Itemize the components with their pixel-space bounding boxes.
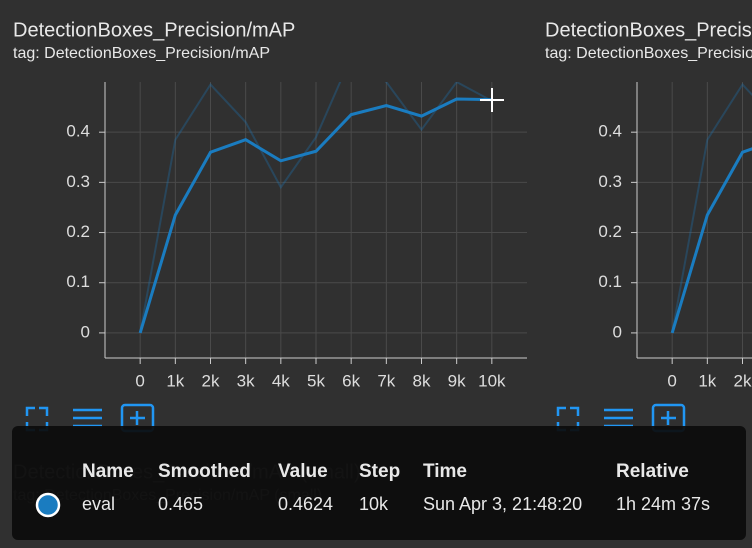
tooltip: Name Smoothed Value Step Time Relative eval 0.4…: [12, 426, 746, 540]
tooltip-header: Value: [278, 461, 328, 482]
tooltip-header: Name: [82, 461, 134, 482]
y-tick-label: 0.4: [66, 122, 90, 141]
x-tick-label: 1k: [698, 371, 716, 390]
y-tick-label: 0.3: [598, 172, 622, 191]
x-tick-label: 8k: [413, 371, 431, 390]
plot-area: [670, 82, 752, 334]
tooltip-cell: 1h 24m 37s: [616, 494, 710, 514]
series-swatch: [35, 492, 61, 518]
tooltip-header: Relative: [616, 461, 689, 482]
x-tick-label: 4k: [272, 371, 290, 390]
raw-line: [671, 82, 752, 334]
y-tick-label: 0.3: [66, 172, 90, 191]
tooltip-header: Time: [423, 461, 467, 482]
tooltip-cell: 0.465: [158, 494, 203, 514]
tooltip-header: Smoothed: [158, 461, 251, 482]
y-tick-label: 0.1: [66, 272, 90, 291]
y-tick-label: 0.2: [66, 222, 90, 241]
tooltip-cell: 10k: [359, 494, 389, 514]
tooltip-cell: 0.4624: [278, 494, 333, 514]
y-tick-label: 0.2: [598, 222, 622, 241]
x-tick-label: 9k: [448, 371, 466, 390]
tooltip-header: Step: [359, 461, 400, 482]
y-tick-label: 0: [81, 322, 90, 341]
x-tick-label: 5k: [307, 371, 325, 390]
chart-subtitle: tag: DetectionBoxes_Precision/mAP: [13, 45, 270, 62]
fullscreen-button[interactable]: [556, 406, 580, 432]
tooltip-cell: eval: [82, 494, 115, 514]
x-tick-label: 6k: [342, 371, 360, 390]
x-tick-label: 10k: [478, 371, 506, 390]
chart-panel: DetectionBoxes_Precision/mAP tag: Detecti…: [13, 19, 527, 390]
x-tick-label: 2k: [734, 371, 752, 390]
x-tick-label: 0: [135, 371, 144, 390]
y-tick-label: 0.4: [598, 122, 622, 141]
fullscreen-button[interactable]: [25, 406, 49, 432]
smoothed-line: [138, 97, 492, 334]
x-tick-label: 1k: [166, 371, 184, 390]
crosshair: [480, 88, 504, 112]
raw-line: [139, 82, 493, 334]
toggle-log-button[interactable]: [604, 408, 633, 428]
y-tick-label: 0: [613, 322, 622, 341]
charts: DetectionBoxes_Precision/mAP tag: Detecti…: [13, 19, 752, 390]
chart-title: DetectionBoxes_Precision/mAP: [13, 19, 295, 41]
x-tick-label: 3k: [237, 371, 255, 390]
y-tick-label: 0.1: [598, 272, 622, 291]
x-tick-label: 2k: [202, 371, 220, 390]
x-tick-label: 0: [667, 371, 676, 390]
tooltip-background: [12, 426, 746, 540]
chart-panel: DetectionBoxes_Precision/mAP tag: Detecti…: [545, 19, 752, 390]
toggle-log-button[interactable]: [73, 408, 102, 428]
chart-subtitle: tag: DetectionBoxes_Precision/mAP: [545, 45, 752, 62]
x-tick-label: 7k: [377, 371, 395, 390]
chart-title: DetectionBoxes_Precision/mAP: [545, 19, 752, 41]
smoothed-line: [670, 147, 752, 334]
tooltip-cell: Sun Apr 3, 21:48:20: [423, 494, 582, 514]
plot-area: [138, 82, 493, 334]
